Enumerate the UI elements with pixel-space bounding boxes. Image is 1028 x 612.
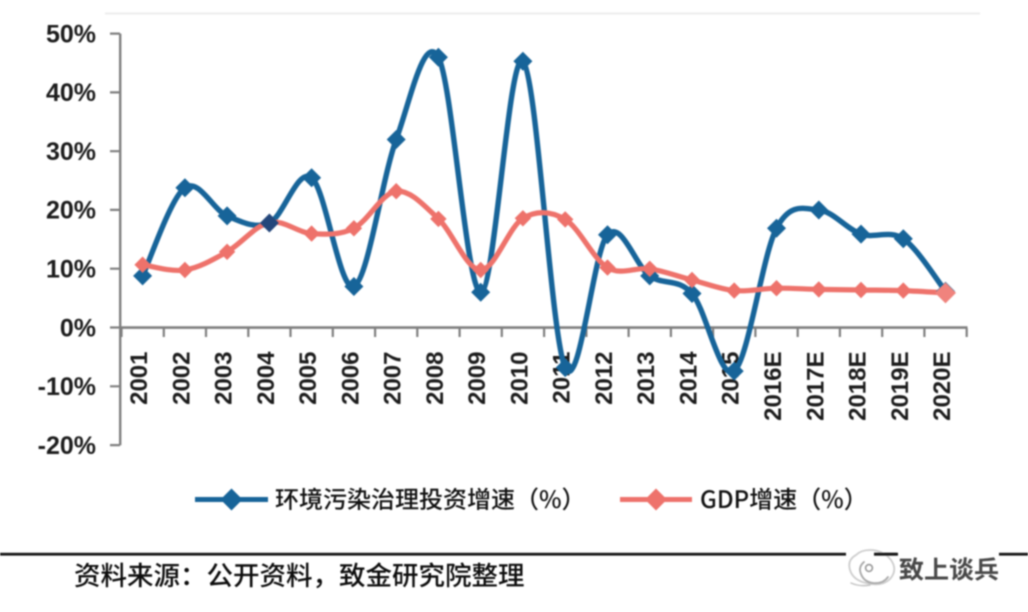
svg-text:2013: 2013: [633, 352, 660, 405]
svg-text:2014: 2014: [676, 351, 703, 405]
svg-text:2012: 2012: [591, 352, 618, 405]
svg-text:40%: 40%: [46, 79, 96, 107]
svg-text:2018E: 2018E: [845, 352, 872, 421]
svg-text:20%: 20%: [46, 197, 96, 225]
svg-text:2007: 2007: [380, 352, 407, 405]
svg-text:2008: 2008: [422, 352, 449, 405]
svg-text:2017E: 2017E: [802, 352, 829, 421]
svg-text:0%: 0%: [60, 314, 96, 342]
svg-text:2006: 2006: [337, 352, 364, 405]
svg-text:10%: 10%: [46, 256, 96, 284]
svg-text:-10%: -10%: [38, 373, 96, 401]
svg-text:2016E: 2016E: [760, 352, 787, 421]
svg-text:2004: 2004: [253, 351, 280, 405]
svg-text:2019E: 2019E: [887, 352, 914, 421]
svg-text:2010: 2010: [506, 352, 533, 405]
svg-text:2005: 2005: [295, 352, 322, 405]
svg-text:-20%: -20%: [38, 432, 96, 460]
svg-text:30%: 30%: [46, 138, 96, 166]
svg-text:2020E: 2020E: [929, 352, 956, 421]
svg-text:2001: 2001: [126, 352, 153, 405]
svg-text:2009: 2009: [464, 352, 491, 405]
svg-text:2002: 2002: [168, 352, 195, 405]
svg-text:50%: 50%: [46, 20, 96, 48]
svg-text:2003: 2003: [211, 352, 238, 405]
